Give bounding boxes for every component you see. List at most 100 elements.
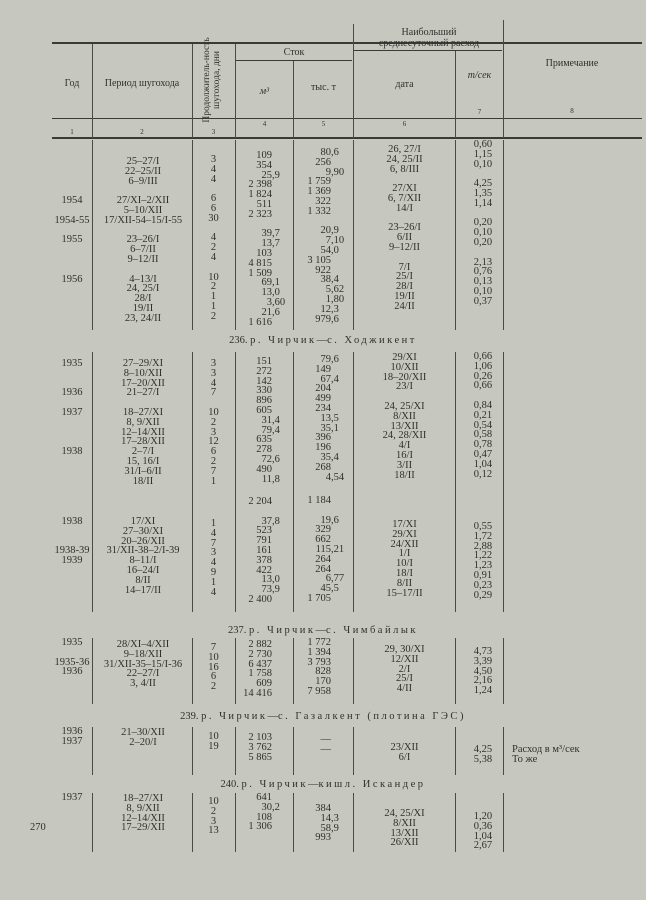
table-cell: 7 bbox=[210, 642, 217, 653]
table-cell: 18–20/XII bbox=[382, 371, 427, 383]
table-cell: 12/XII bbox=[390, 653, 419, 665]
table-cell: 3,39 bbox=[473, 655, 493, 667]
column-days: 7 10 16 6 2 bbox=[192, 642, 235, 693]
column-divider bbox=[192, 727, 193, 775]
column-divider bbox=[353, 638, 354, 704]
table-cell: 4 bbox=[210, 377, 217, 389]
table-cell: 0,36 bbox=[473, 820, 493, 832]
table-cell: 13/XII bbox=[390, 827, 419, 839]
table-cell: 13 bbox=[208, 825, 219, 837]
column-divider bbox=[503, 727, 504, 775]
table-cell: 2 bbox=[210, 681, 217, 693]
table-cell: 6/I bbox=[398, 751, 411, 763]
column-year: 1937 bbox=[52, 792, 92, 803]
table-cell: 268 bbox=[315, 461, 331, 473]
table-cell: 17/XI bbox=[392, 519, 417, 530]
header-divider bbox=[92, 44, 93, 138]
station-site: с. Ходжикент bbox=[327, 335, 417, 346]
table-cell: 1,24 bbox=[473, 685, 493, 697]
header-divider bbox=[455, 51, 456, 138]
table-cell: 38,4 bbox=[320, 274, 339, 286]
table-cell: 21–30/XII bbox=[121, 727, 165, 738]
table-cell: 30 bbox=[208, 212, 219, 224]
table-cell: 1935 bbox=[61, 358, 83, 369]
table-cell: 1,04 bbox=[473, 830, 493, 842]
station-heading: 239. р. Чирчик—с. Газалкент (плотина ГЭС… bbox=[180, 711, 466, 723]
column-divider bbox=[503, 793, 504, 852]
column-year: 1936 1937 bbox=[52, 726, 92, 747]
header-divider bbox=[503, 20, 504, 138]
table-cell: 2,16 bbox=[473, 675, 493, 687]
table-cell: 2 bbox=[210, 455, 217, 467]
table-cell: 80,6 bbox=[320, 147, 339, 158]
table-cell: 0,84 bbox=[473, 399, 493, 411]
column-divider bbox=[293, 352, 294, 612]
column-divider bbox=[455, 727, 456, 775]
table-cell: 2–20/I bbox=[129, 736, 157, 748]
column-divider bbox=[192, 638, 193, 704]
heading-separator: — bbox=[315, 625, 326, 636]
table-cell: 1 772 bbox=[307, 637, 331, 648]
table-cell: 1 616 bbox=[248, 316, 272, 328]
table-cell: 17–20/XII bbox=[121, 377, 165, 389]
column-divider bbox=[455, 793, 456, 852]
table-cell: 13,5 bbox=[320, 412, 339, 424]
station-heading: 237. р. Чирчик—с. Чимбайлык bbox=[228, 625, 418, 637]
column-t-sec: 0,66 1,06 0,26 0,66 0,84 0,21 0,54 0,58 0,78 0,4… bbox=[456, 351, 503, 479]
header-divider bbox=[353, 24, 354, 138]
column-m3: 641 30,2 108 1 306 bbox=[236, 792, 293, 833]
header-period: Период шугохода bbox=[104, 78, 180, 89]
table-cell: 605 bbox=[256, 404, 272, 416]
table-cell: 3/II bbox=[396, 459, 413, 471]
table-cell: 24, 28/XII bbox=[382, 430, 427, 442]
header-duration: Продолжитель-ность шугохода, дни bbox=[202, 37, 222, 123]
table-cell: 0,47 bbox=[473, 448, 493, 460]
table-cell: 8, 9/XII bbox=[126, 416, 160, 428]
table-cell: 3 793 bbox=[307, 656, 331, 668]
table-cell: 511 bbox=[256, 198, 272, 210]
table-cell: 2 bbox=[210, 281, 217, 293]
table-cell: 0,54 bbox=[473, 419, 493, 431]
table-cell: 9,90 bbox=[325, 166, 345, 178]
table-cell: 170 bbox=[315, 676, 331, 688]
column-date: 26, 27/I 24, 25/II 6, 8/III 27/XI 6, 7/XII 1… bbox=[354, 144, 455, 312]
table-cell: 35,1 bbox=[320, 422, 339, 434]
col-number: 4 bbox=[262, 120, 267, 128]
table-cell: 1954 bbox=[61, 195, 83, 207]
table-cell: 1935-36 bbox=[54, 656, 90, 668]
table-cell: 322 bbox=[315, 195, 331, 207]
column-divider bbox=[353, 352, 354, 612]
column-divider bbox=[455, 638, 456, 704]
table-cell: 0,20 bbox=[473, 236, 493, 248]
table-cell: 12–14/XII bbox=[121, 812, 165, 824]
table-cell: 26, 27/I bbox=[388, 144, 421, 155]
table-cell: 791 bbox=[256, 535, 272, 547]
table-cell: 662 bbox=[315, 534, 331, 546]
table-cell: 1936 bbox=[61, 666, 83, 678]
column-divider bbox=[353, 727, 354, 775]
table-cell: 1,14 bbox=[473, 197, 493, 209]
column-divider bbox=[235, 352, 236, 612]
column-thous-t: 1 772 1 394 3 793 828 170 7 958 bbox=[294, 637, 353, 697]
table-cell: 79,6 bbox=[320, 354, 339, 365]
table-cell: 16/I bbox=[396, 449, 413, 461]
table-cell: 9–12/II bbox=[127, 253, 159, 265]
table-cell: 1 306 bbox=[248, 821, 272, 833]
table-cell: 1936 bbox=[61, 726, 83, 737]
table-cell: 29/XI bbox=[392, 528, 417, 540]
table-cell: 30,2 bbox=[261, 801, 280, 813]
table-cell: 14 416 bbox=[243, 687, 272, 699]
column-t-sec: 1,20 0,36 1,04 2,67 bbox=[456, 811, 503, 851]
table-cell: 0,23 bbox=[473, 579, 493, 591]
table-cell: 25/I bbox=[396, 673, 413, 685]
table-cell: 24, 25/I bbox=[126, 283, 160, 295]
col-number: 6 bbox=[402, 120, 407, 128]
table-cell: 4,25 bbox=[473, 178, 493, 190]
station-heading: 236. р. Чирчик—с. Ходжикент bbox=[229, 335, 417, 347]
table-cell: 31/XII-38–2/I-39 bbox=[106, 545, 180, 557]
column-divider bbox=[455, 140, 456, 330]
column-divider bbox=[235, 638, 236, 704]
table-cell: 4 bbox=[210, 232, 217, 244]
table-cell: 378 bbox=[256, 554, 272, 566]
